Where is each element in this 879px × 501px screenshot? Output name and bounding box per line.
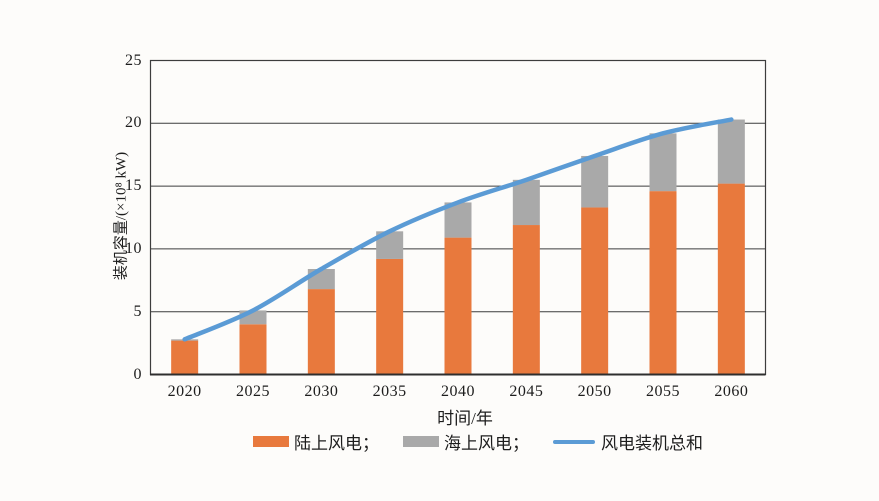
bar-offshore-2055 xyxy=(649,133,677,192)
legend-label-total-line: 风电装机总和 xyxy=(601,434,703,453)
y-tick-label-5: 5 xyxy=(133,302,142,320)
total-capacity-line xyxy=(182,117,734,342)
bar-offshore-2060 xyxy=(717,119,745,184)
legend-item-offshore-wind: 海上风电； xyxy=(403,429,529,454)
x-axis-title: 时间/年 xyxy=(437,409,493,428)
bar-onshore-2050 xyxy=(581,207,609,375)
y-tick-label-25: 25 xyxy=(125,51,142,69)
x-tick-label-2045: 2045 xyxy=(509,383,544,400)
x-tick-label-2020: 2020 xyxy=(167,383,202,400)
bar-offshore-2040 xyxy=(444,202,472,238)
legend: 陆上风电； 海上风电； 风电装机总和 xyxy=(253,429,703,454)
y-tick-label-10: 10 xyxy=(125,239,142,257)
bar-onshore-2030 xyxy=(307,289,335,375)
bar-onshore-2035 xyxy=(376,258,404,375)
x-tick-label-2055: 2055 xyxy=(646,383,680,400)
y-tick-label-0: 0 xyxy=(133,365,142,383)
bar-onshore-2055 xyxy=(649,191,677,375)
bar-onshore-2060 xyxy=(717,183,745,375)
y-axis-title: 装机容量/(×10⁸ kW) xyxy=(113,151,130,281)
bar-onshore-2020 xyxy=(171,340,199,375)
bar-onshore-2025 xyxy=(239,324,267,375)
bar-offshore-2030 xyxy=(307,268,335,290)
x-tick-label-2050: 2050 xyxy=(577,383,612,400)
bar-onshore-2040 xyxy=(444,237,472,375)
legend-label-offshore-wind: 海上风电； xyxy=(444,434,529,453)
legend-label-onshore-wind: 陆上风电； xyxy=(294,434,379,453)
y-tick-label-20: 20 xyxy=(125,114,142,132)
x-tick-label-2030: 2030 xyxy=(304,383,339,400)
offshore-wind-swatch-icon xyxy=(403,436,439,447)
bar-offshore-2045 xyxy=(512,179,540,226)
x-tick-label-2040: 2040 xyxy=(441,383,475,400)
bar-onshore-2045 xyxy=(512,225,540,375)
legend-item-onshore-wind: 陆上风电； xyxy=(253,429,379,454)
y-tick-label-15: 15 xyxy=(125,177,142,195)
x-tick-label-2060: 2060 xyxy=(714,383,749,400)
x-tick-label-2035: 2035 xyxy=(372,383,407,400)
total-line-swatch-icon xyxy=(553,439,595,444)
legend-item-total-line: 风电装机总和 xyxy=(553,429,703,454)
x-tick-label-2025: 2025 xyxy=(236,383,270,400)
onshore-wind-swatch-icon xyxy=(253,436,289,447)
bar-offshore-2050 xyxy=(581,155,609,208)
